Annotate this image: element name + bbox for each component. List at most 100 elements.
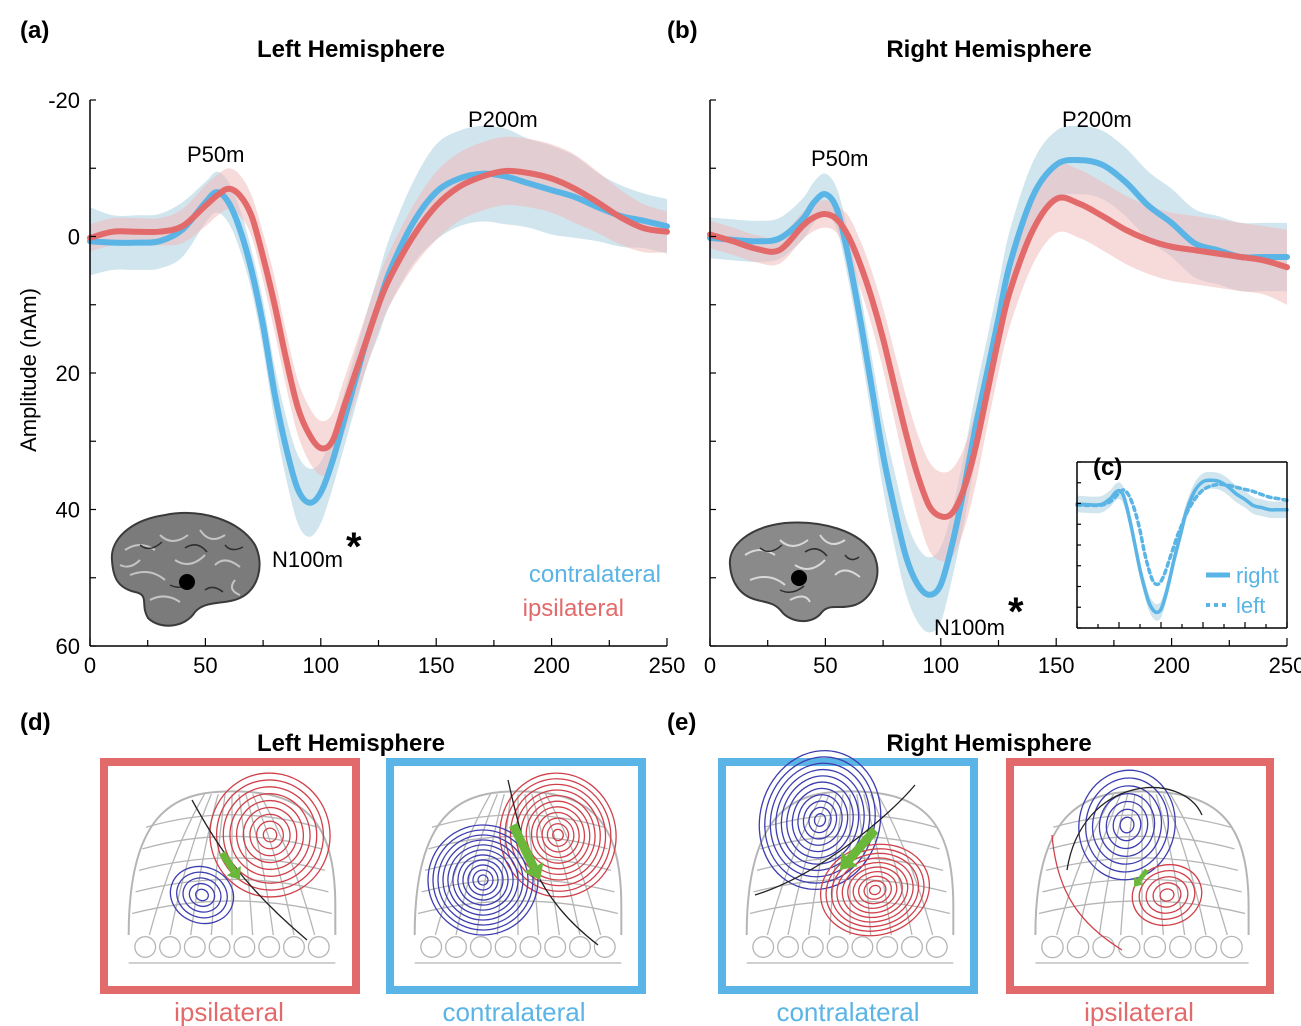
helmet-outline — [745, 790, 955, 936]
y-axis-label: Amplitude (nAm) — [16, 288, 41, 452]
field-contour — [1051, 834, 1123, 951]
field-contour — [215, 779, 325, 891]
helmet-sensor — [1143, 935, 1167, 959]
right-hemisphere-title: Right Hemisphere — [886, 36, 1091, 63]
field-contour — [1131, 863, 1203, 927]
helmet-sensor — [1117, 935, 1141, 959]
field-contour — [176, 871, 228, 919]
field-contour — [1105, 800, 1149, 850]
legend-ipsilateral: ipsilateral — [523, 595, 624, 622]
helmet-grid-meridian — [828, 794, 844, 936]
caption-e-ipsilateral: ipsilateral — [1084, 997, 1194, 1026]
field-contour — [477, 874, 489, 886]
field-contour — [1112, 808, 1142, 842]
helmet-grid-meridian — [1162, 793, 1207, 936]
caption-d-ipsilateral: ipsilateral — [174, 997, 284, 1026]
y-tick-label: 40 — [56, 498, 80, 523]
helmet-sensor — [544, 936, 567, 958]
field-contour — [546, 823, 570, 847]
field-contour — [1138, 870, 1196, 920]
map-frame — [1006, 758, 1274, 994]
band-ipsilateral — [710, 163, 1287, 562]
field-contour — [797, 794, 843, 846]
helmet-sensor — [1194, 935, 1218, 959]
field-contour — [509, 783, 607, 887]
right-maps-title: Right Hemisphere — [886, 730, 1091, 757]
left-hemisphere-title: Left Hemisphere — [257, 36, 445, 63]
y-tick-label: 0 — [68, 225, 80, 250]
helmet-sensor — [826, 936, 849, 958]
helmet-grid-meridian — [856, 794, 872, 936]
field-contour — [808, 806, 832, 834]
helmet-sensor — [134, 936, 157, 958]
field-contour — [541, 817, 575, 853]
caption-d-contralateral: contralateral — [442, 997, 585, 1026]
helmet-sensor — [851, 936, 874, 958]
field-contour — [836, 857, 914, 923]
x-tick-label: 100 — [302, 653, 339, 678]
helmet-sensor — [159, 936, 181, 958]
field-contour — [442, 839, 524, 921]
left-p50-label: P50m — [187, 142, 244, 167]
helmet-outline — [1034, 790, 1250, 936]
field-contour — [427, 824, 539, 936]
field-contour — [786, 781, 854, 859]
field-contour — [1119, 816, 1135, 834]
field-contour — [536, 811, 580, 859]
panel-label-e: (e) — [667, 709, 696, 736]
field-contour — [1078, 769, 1176, 881]
field-contour — [1091, 785, 1163, 865]
helmet-sensor — [1169, 935, 1192, 959]
helmet-sensor — [420, 936, 443, 958]
field-contour — [802, 800, 838, 840]
helmet-sensor — [593, 936, 616, 958]
field-contour — [504, 778, 612, 892]
inset-legend-left: left — [1236, 593, 1265, 618]
field-contour — [552, 828, 564, 842]
field-contour — [235, 799, 305, 871]
field-contour — [249, 813, 291, 857]
field-contour — [525, 800, 591, 870]
field-contour — [868, 884, 882, 896]
field-contour — [229, 793, 311, 877]
field-contour — [813, 813, 827, 827]
field-contour — [780, 775, 860, 865]
right-p200-label: P200m — [1062, 107, 1132, 132]
x-tick-label: 200 — [533, 653, 570, 678]
x-tick-label: 0 — [84, 653, 96, 678]
series-line-ipsilateral — [87, 167, 670, 452]
left-significance-star: * — [346, 525, 362, 569]
helmet-sensor — [519, 936, 542, 958]
map-right-contralateral — [718, 749, 978, 994]
helmet-grid-meridian — [476, 794, 505, 936]
helmet-grid-meridian — [1077, 793, 1122, 936]
field-contour — [432, 829, 534, 931]
chart-left-hemisphere: 0 50 100 150 200 250 -20 0 20 40 60 — [48, 88, 685, 678]
left-p200-label: P200m — [468, 107, 538, 132]
helmet-sensor — [901, 936, 923, 958]
zero-contour — [754, 784, 916, 896]
field-contour — [457, 854, 509, 906]
helmet-sensor — [445, 936, 467, 958]
series-line-right — [1075, 478, 1289, 615]
field-contour — [472, 869, 494, 891]
x-tick-label: 50 — [813, 653, 837, 678]
helmet-grid-meridian — [1056, 793, 1115, 936]
field-contour — [1145, 876, 1189, 914]
dipole-arrow-head — [226, 866, 241, 880]
dipole-arrow-head — [523, 862, 544, 880]
dipole-arrow-shaft — [508, 823, 538, 870]
series-line-ipsilateral — [707, 194, 1290, 520]
helmet-sensor — [801, 936, 824, 958]
field-contour — [256, 820, 284, 850]
field-contour — [195, 888, 209, 902]
right-brain-image — [728, 521, 879, 622]
helmet-sensor — [752, 936, 775, 958]
helmet-grid-meridian — [169, 793, 212, 936]
map-left-contralateral — [386, 758, 646, 994]
helmet-sensor — [208, 936, 231, 958]
map-left-ipsilateral — [100, 758, 360, 994]
x-tick-label: 250 — [1269, 653, 1301, 678]
helmet-grid-meridian — [1155, 794, 1186, 936]
helmet-grid-meridian — [863, 794, 892, 936]
